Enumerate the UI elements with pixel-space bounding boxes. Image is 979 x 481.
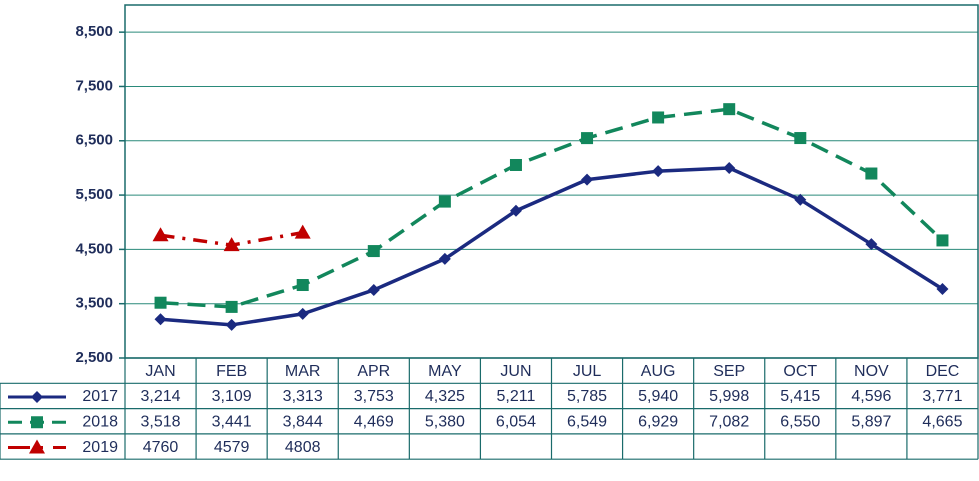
x-tick-label: AUG <box>641 363 676 380</box>
marker <box>31 416 43 429</box>
x-tick-label: JUN <box>500 363 531 380</box>
table-cell: 7,082 <box>709 413 749 430</box>
legend-label: 2019 <box>82 439 118 456</box>
marker <box>152 227 169 242</box>
x-tick-label: MAY <box>428 363 462 380</box>
table-cell: 4760 <box>143 439 179 456</box>
y-tick-label: 2,500 <box>75 349 113 366</box>
marker <box>509 158 522 171</box>
y-tick-label: 5,500 <box>75 186 113 203</box>
table-cell: 4,325 <box>425 388 465 405</box>
table-cell: 5,211 <box>497 388 536 405</box>
marker <box>581 132 594 145</box>
table-cell: 5,785 <box>567 388 607 405</box>
marker <box>154 313 167 326</box>
y-tick-label: 6,500 <box>75 132 113 149</box>
marker <box>865 238 878 251</box>
table-cell: 4,665 <box>922 413 962 430</box>
table-cell: 6,549 <box>567 413 607 430</box>
x-tick-label: OCT <box>783 363 817 380</box>
marker <box>296 279 309 292</box>
plot-frame <box>124 4 979 359</box>
marker <box>652 111 665 124</box>
marker <box>794 193 807 206</box>
marker <box>296 307 309 320</box>
table-cell: 5,380 <box>425 413 465 430</box>
table-cell: 3,518 <box>141 413 181 430</box>
table-cell: 4,469 <box>354 413 394 430</box>
marker <box>294 224 311 239</box>
marker <box>723 103 736 116</box>
y-tick-label: 4,500 <box>75 240 113 257</box>
marker <box>438 195 451 208</box>
marker <box>154 296 167 309</box>
table-cell: 5,998 <box>709 388 749 405</box>
marker <box>509 204 522 217</box>
table-cell: 4808 <box>285 439 321 456</box>
table-cell: 3,214 <box>141 388 181 405</box>
x-tick-label: SEP <box>713 363 745 380</box>
table-cell: 3,844 <box>283 413 323 430</box>
marker <box>367 283 380 296</box>
table-cell: 3,441 <box>212 413 252 430</box>
table-cell: 4579 <box>214 439 250 456</box>
table-cell: 6,929 <box>638 413 678 430</box>
series-line <box>160 166 944 327</box>
y-tick-label: 8,500 <box>75 23 113 40</box>
marker <box>936 234 949 247</box>
marker <box>438 252 451 265</box>
marker <box>581 173 594 186</box>
x-tick-label: JUL <box>573 363 602 380</box>
marker <box>223 237 240 252</box>
x-tick-label: NOV <box>854 363 889 380</box>
marker <box>865 167 878 180</box>
y-tick-label: 7,500 <box>75 77 113 94</box>
marker <box>794 132 807 145</box>
marker <box>29 439 45 454</box>
table-cell: 3,771 <box>922 388 962 405</box>
x-tick-label: DEC <box>926 363 960 380</box>
table-cell: 3,109 <box>212 388 252 405</box>
x-tick-label: JAN <box>145 363 175 380</box>
legend-label: 2017 <box>82 388 118 405</box>
marker <box>225 300 238 313</box>
table-cell: 4,596 <box>851 388 891 405</box>
marker <box>225 318 238 331</box>
x-tick-label: APR <box>357 363 390 380</box>
marker <box>652 165 665 178</box>
table-cell: 6,054 <box>496 413 536 430</box>
series-line <box>160 107 944 309</box>
x-tick-label: FEB <box>216 363 247 380</box>
x-tick-label: MAR <box>285 363 321 380</box>
marker <box>367 245 380 258</box>
table-cell: 3,753 <box>354 388 394 405</box>
marker <box>936 282 949 295</box>
legend-label: 2018 <box>82 413 118 430</box>
marker <box>723 162 736 175</box>
table-cell: 5,940 <box>638 388 678 405</box>
table-cell: 5,415 <box>780 388 820 405</box>
table-cell: 3,313 <box>283 388 323 405</box>
y-tick-label: 3,500 <box>75 295 113 312</box>
table-cell: 6,550 <box>780 413 820 430</box>
table-cell: 5,897 <box>851 413 891 430</box>
marker <box>31 390 43 403</box>
